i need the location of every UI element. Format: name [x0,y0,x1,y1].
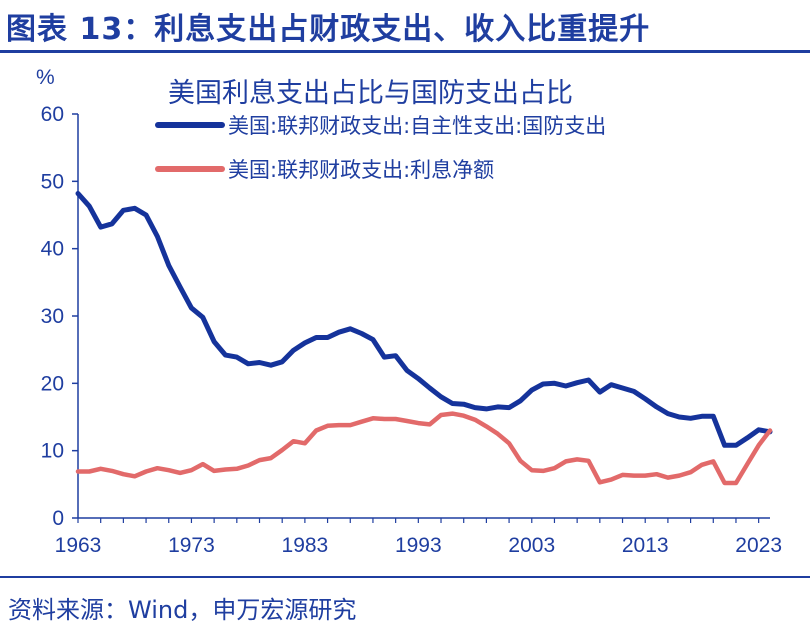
y-tick-label: 0 [52,507,64,530]
series-line-interest [75,411,773,486]
x-tick-label: 2003 [508,534,555,557]
series-line-defense [75,191,773,448]
y-tick-label: 50 [41,170,64,193]
chart-title: 美国利息支出占比与国防支出占比 [168,78,573,109]
x-tick-label: 1993 [395,534,442,557]
y-tick-labels: 0 10 20 30 40 50 60 [41,103,64,530]
x-tick-labels: 1963 1973 1983 1993 2003 2013 2023 [55,534,782,557]
header-divider [0,50,810,53]
legend: 美国:联邦财政支出:自主性支出:国防支出 美国:联邦财政支出:利息净额 [155,114,606,182]
y-tick-label: 20 [41,372,64,395]
header-title: 图表 13：利息支出占财政支出、收入比重提升 [6,12,651,47]
y-tick-label: 60 [41,103,64,126]
axes [72,113,770,523]
x-tick-label: 1973 [168,534,215,557]
series-lines [75,191,773,486]
x-tick-label: 1963 [55,534,102,557]
y-tick-label: 40 [41,238,64,261]
line-chart: % 美国利息支出占比与国防支出占比 美国:联邦财政支出:自主性支出:国防支出 美… [36,66,782,557]
source-note: 资料来源：Wind，申万宏源研究 [8,596,357,624]
y-axis-unit: % [36,66,55,89]
x-tick-label: 1983 [282,534,329,557]
y-tick-label: 10 [41,440,64,463]
legend-label-defense: 美国:联邦财政支出:自主性支出:国防支出 [228,114,606,138]
legend-label-interest: 美国:联邦财政支出:利息净额 [228,158,494,182]
x-tick-label: 2013 [622,534,669,557]
y-tick-label: 30 [41,305,64,328]
footer-divider [0,576,810,578]
x-tick-label: 2023 [735,534,782,557]
